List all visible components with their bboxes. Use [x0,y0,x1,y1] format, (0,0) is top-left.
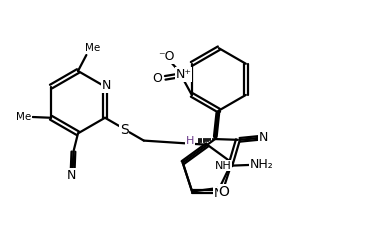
Text: H: H [186,136,194,145]
Text: N: N [214,187,223,200]
Text: ⁻O: ⁻O [158,50,175,64]
Text: N: N [102,79,111,92]
Text: NH₂: NH₂ [249,158,273,171]
Text: N⁺: N⁺ [175,68,191,81]
Text: Me: Me [85,43,100,53]
Text: N: N [67,169,76,182]
Text: Me: Me [16,112,31,122]
Text: O: O [218,184,229,198]
Text: NH: NH [215,161,232,171]
Text: O: O [152,72,162,85]
Text: N: N [259,131,268,144]
Text: S: S [120,122,129,136]
